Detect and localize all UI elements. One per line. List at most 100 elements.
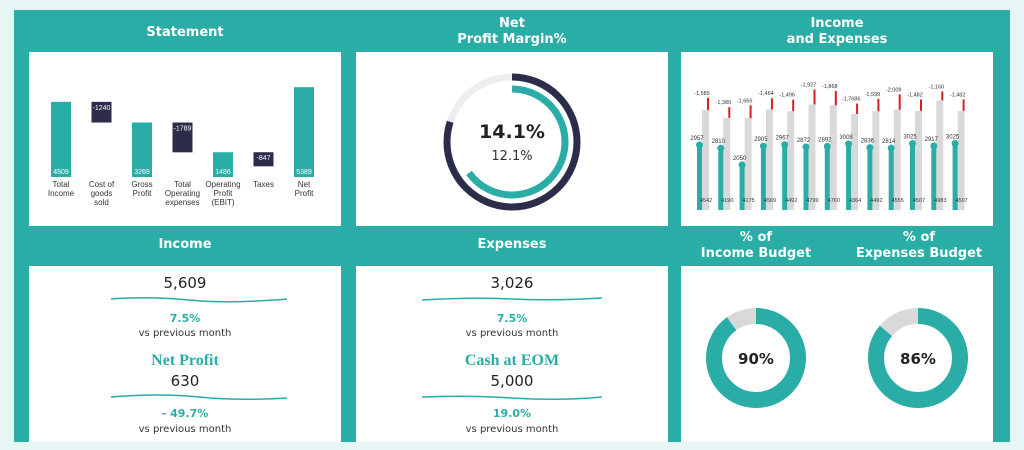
budget-card: 90% 86% <box>681 266 993 442</box>
waterfall-category-label: (EBIT) <box>211 198 234 207</box>
expense-marker <box>930 142 938 150</box>
outer-ring <box>443 73 581 211</box>
income-bar <box>723 117 731 210</box>
waterfall-category-label: Cost of <box>89 180 115 189</box>
net-profit-title: Net Profit <box>151 352 219 369</box>
waterfall-value-label: 5389 <box>296 169 312 176</box>
waterfall-value-label: -847 <box>256 155 270 162</box>
waterfall-category-label: Operating <box>205 180 240 189</box>
income-bar <box>787 111 795 210</box>
expense-label: 2836 <box>861 139 875 145</box>
expense-label: 2892 <box>818 137 832 143</box>
income-label: 4492 <box>785 198 797 204</box>
expense-bar <box>846 143 852 210</box>
income-bar <box>957 110 965 210</box>
expense-bar <box>910 143 915 210</box>
expense-label: 2905 <box>754 137 768 143</box>
waterfall-category-label: sold <box>94 198 109 207</box>
expense-label: 2872 <box>797 138 811 144</box>
income-bar <box>808 104 816 210</box>
waterfall-category-label: Profit <box>133 189 152 198</box>
income-label: 4799 <box>806 198 818 204</box>
income-label: 4542 <box>700 198 712 204</box>
waterfall-value-label: -1240 <box>93 105 111 112</box>
cash-sparkline <box>421 395 603 401</box>
waterfall-value-label: 3269 <box>134 169 150 176</box>
margin-rings: 14.1% 12.1% <box>443 73 581 211</box>
expense-marker <box>909 139 916 147</box>
waterfall-category-label: Operating <box>165 189 200 198</box>
income-bar <box>829 105 837 210</box>
expense-marker <box>887 144 895 152</box>
cash-at-eom-value: 5,000 <box>490 372 534 390</box>
waterfall-bar <box>213 152 233 177</box>
difference-label: -1,599 <box>865 92 881 98</box>
income-bar <box>851 113 859 210</box>
income-budget-arc <box>706 308 806 408</box>
difference-label: -1,496 <box>779 93 795 99</box>
income-label: 4190 <box>721 198 733 204</box>
waterfall-bar <box>91 101 112 123</box>
waterfall-category-label: expenses <box>165 198 199 207</box>
expense-label: 3025 <box>946 134 960 140</box>
expense-label: 2967 <box>776 136 790 142</box>
waterfall-category-label: Taxes <box>253 180 274 189</box>
budget-donuts: 90% 86% <box>706 308 968 408</box>
expense-marker <box>802 143 810 151</box>
income-label: 4555 <box>892 198 904 204</box>
income-label: 4364 <box>849 198 861 204</box>
income-bar <box>915 110 922 210</box>
expense-marker <box>759 142 767 150</box>
expenses-value: 3,026 <box>490 274 534 292</box>
income-budget-label: 90% <box>738 350 774 368</box>
income-value: 5,609 <box>163 274 207 292</box>
difference-label: -1,666 <box>737 98 753 104</box>
expenses-budget-arc <box>868 308 968 408</box>
waterfall-bar <box>172 122 193 153</box>
waterfall-category-label: goods <box>91 189 113 198</box>
difference-label: -1,380 <box>715 100 731 106</box>
waterfall-category-label: Gross <box>131 180 152 189</box>
expense-label: 2050 <box>733 156 747 162</box>
cash-at-eom-change: 19.0% <box>492 407 532 420</box>
expense-marker <box>717 144 725 152</box>
income-bar <box>936 100 944 210</box>
income-bar <box>702 110 709 210</box>
income-label: 4507 <box>955 198 967 204</box>
income-title: Income <box>158 237 212 252</box>
income-bar <box>872 111 880 210</box>
difference-label: -2,009 <box>886 87 902 93</box>
expense-label: 2814 <box>882 139 896 145</box>
expense-marker <box>696 141 703 149</box>
expenses-change: 7.5% <box>496 312 528 325</box>
waterfall-category-label: Profit <box>214 189 233 198</box>
expenses-budget-title: % of Expenses Budget <box>855 230 983 261</box>
income-bar <box>765 109 773 210</box>
income-change: 7.5% <box>169 312 201 325</box>
income-change-label: vs previous month <box>138 328 232 339</box>
expense-bar <box>931 145 937 210</box>
waterfall-category-label: Total <box>174 180 191 189</box>
income-label: 4569 <box>764 198 776 204</box>
difference-label: -1,160 <box>928 84 944 90</box>
statement-card: 4509 Total Income -1240 Cost of goods sold 3269… <box>29 52 341 226</box>
income-label: 4760 <box>828 198 840 204</box>
income-expenses-chart: -1,585 2957 4542 -1,380 2810 4190 -1,666 2050 41… <box>690 83 968 210</box>
difference-label: -1,868 <box>822 84 838 90</box>
expense-bar <box>888 148 894 210</box>
waterfall-category-label: Income <box>48 189 75 198</box>
income-label: 4492 <box>870 198 882 204</box>
net-profit-margin-title: Net Profit Margin% <box>457 16 567 47</box>
income-expenses-title: Income and Expenses <box>786 16 888 47</box>
income-label: 4507 <box>913 198 925 204</box>
expense-bar <box>952 143 958 210</box>
expense-label: 2810 <box>712 139 726 145</box>
expense-marker <box>866 144 874 152</box>
waterfall-value-label: 1486 <box>215 169 231 176</box>
expense-marker <box>823 142 831 150</box>
expense-label: 2957 <box>690 136 704 142</box>
income-label: 4983 <box>934 198 946 204</box>
net-profit-change-label: vs previous month <box>138 424 232 435</box>
expense-bar <box>824 146 830 210</box>
